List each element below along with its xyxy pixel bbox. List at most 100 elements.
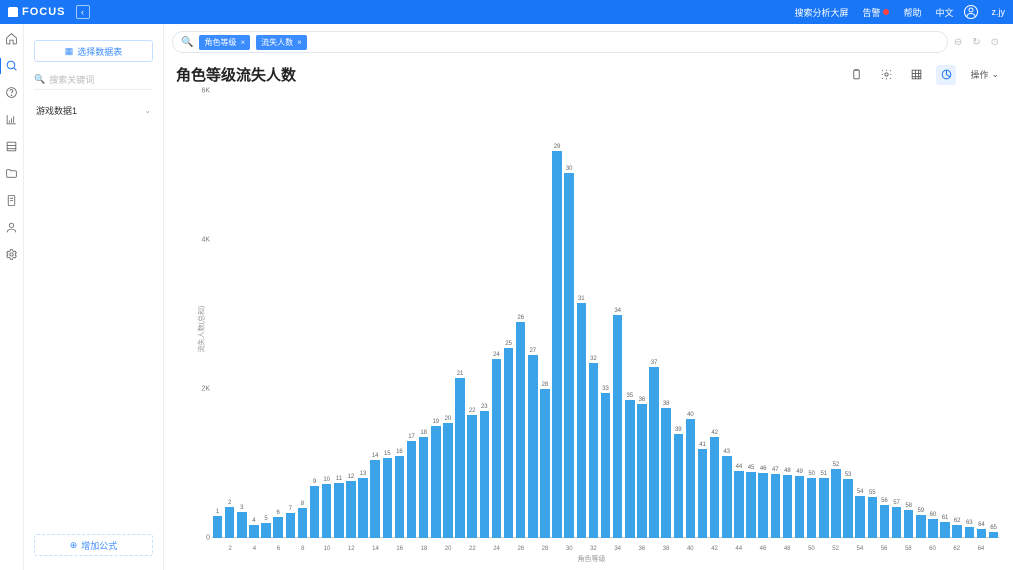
bar[interactable] — [831, 469, 840, 538]
username[interactable]: z.jy — [992, 7, 1006, 17]
bar[interactable] — [467, 415, 476, 538]
bar[interactable] — [504, 348, 513, 538]
bar[interactable] — [989, 532, 998, 538]
bar[interactable] — [795, 476, 804, 538]
bar[interactable] — [261, 523, 270, 538]
bar[interactable] — [746, 472, 755, 538]
bar[interactable] — [455, 378, 464, 538]
bar[interactable] — [310, 486, 319, 538]
bar[interactable] — [516, 322, 525, 538]
bar[interactable] — [868, 497, 877, 538]
chart-view-button[interactable] — [936, 65, 956, 85]
bar[interactable] — [249, 525, 258, 538]
bar[interactable] — [528, 355, 537, 538]
bar[interactable] — [928, 519, 937, 538]
bar[interactable] — [649, 367, 658, 538]
query-input[interactable]: 🔍 角色等级 × 流失人数 × — [172, 31, 948, 53]
rail-chart-icon[interactable] — [5, 113, 18, 126]
bar[interactable] — [758, 473, 767, 538]
bar[interactable] — [771, 474, 780, 538]
bar[interactable] — [225, 507, 234, 538]
bar[interactable] — [322, 484, 331, 538]
bar[interactable] — [710, 437, 719, 538]
bar[interactable] — [431, 426, 440, 538]
user-avatar-icon[interactable] — [964, 5, 978, 19]
bar[interactable] — [370, 460, 379, 538]
bar[interactable] — [407, 441, 416, 538]
bar[interactable] — [395, 456, 404, 538]
bar[interactable] — [334, 483, 343, 538]
close-icon[interactable]: × — [297, 38, 302, 47]
rail-user-icon[interactable] — [5, 221, 18, 234]
nav-lang[interactable]: 中文 — [935, 6, 953, 19]
bar[interactable] — [480, 411, 489, 538]
bar[interactable] — [855, 496, 864, 538]
bar[interactable] — [698, 449, 707, 538]
bar[interactable] — [674, 434, 683, 538]
action-refresh-icon[interactable]: ↻ — [972, 37, 980, 48]
select-datasource-button[interactable]: ▦ 选择数据表 — [34, 40, 153, 62]
bar[interactable] — [722, 456, 731, 538]
bar[interactable] — [613, 315, 622, 539]
bar[interactable] — [601, 393, 610, 538]
rail-help-icon[interactable] — [5, 86, 18, 99]
bar[interactable] — [577, 303, 586, 538]
rail-home-icon[interactable] — [5, 32, 18, 45]
settings-button[interactable] — [876, 65, 896, 85]
bar[interactable] — [783, 475, 792, 538]
nav-alert[interactable]: 告警 — [862, 6, 889, 19]
operations-button[interactable]: 操作 ⌄ — [966, 66, 1003, 83]
add-formula-button[interactable]: ⊕ 增加公式 — [34, 534, 153, 556]
bar[interactable] — [892, 507, 901, 538]
bar[interactable] — [940, 522, 949, 538]
x-tick — [648, 546, 660, 552]
rail-grid-icon[interactable] — [5, 140, 18, 153]
bar[interactable] — [492, 359, 501, 538]
rail-search-icon[interactable] — [5, 59, 18, 72]
query-tag-2[interactable]: 流失人数 × — [256, 35, 307, 50]
action-minus-icon[interactable]: ⊖ — [954, 37, 962, 48]
rail-settings-icon[interactable] — [5, 248, 18, 261]
table-view-button[interactable] — [906, 65, 926, 85]
bar[interactable] — [661, 408, 670, 538]
bar[interactable] — [807, 478, 816, 538]
bar[interactable] — [965, 527, 974, 538]
action-more-icon[interactable]: ⊙ — [991, 37, 999, 48]
rail-folder-icon[interactable] — [5, 167, 18, 180]
bar[interactable] — [952, 525, 961, 538]
rail-doc-icon[interactable] — [5, 194, 18, 207]
nav-help[interactable]: 帮助 — [903, 6, 921, 19]
bar[interactable] — [977, 529, 986, 538]
bar[interactable] — [734, 471, 743, 538]
bar[interactable] — [625, 400, 634, 538]
bar[interactable] — [383, 458, 392, 538]
sidebar-search[interactable]: 🔍 搜索关键词 — [34, 70, 153, 90]
bar[interactable] — [540, 389, 549, 538]
bar[interactable] — [843, 479, 852, 538]
bar[interactable] — [637, 404, 646, 538]
bar[interactable] — [358, 478, 367, 538]
bar[interactable] — [552, 151, 561, 538]
bar[interactable] — [273, 517, 282, 538]
bar[interactable] — [346, 481, 355, 538]
bar[interactable] — [237, 512, 246, 538]
bar[interactable] — [686, 419, 695, 538]
nav-search-screen[interactable]: 搜索分析大屏 — [794, 6, 848, 19]
bar[interactable] — [589, 363, 598, 538]
bar[interactable] — [443, 423, 452, 538]
close-icon[interactable]: × — [240, 38, 245, 47]
bar[interactable] — [880, 505, 889, 538]
sidebar-item-dataset1[interactable]: 游戏数据1 ⌄ — [24, 96, 163, 125]
collapse-button[interactable]: ‹ — [76, 5, 90, 19]
bar[interactable] — [916, 515, 925, 538]
query-tag-1[interactable]: 角色等级 × — [199, 35, 250, 50]
bar[interactable] — [819, 478, 828, 538]
bar[interactable] — [286, 513, 295, 538]
clipboard-button[interactable] — [846, 65, 866, 85]
bar[interactable] — [904, 510, 913, 538]
brand-logo[interactable]: FOCUS — [8, 6, 66, 18]
bar[interactable] — [298, 508, 307, 538]
bar[interactable] — [213, 516, 222, 538]
bar[interactable] — [564, 173, 573, 538]
bar[interactable] — [419, 437, 428, 538]
